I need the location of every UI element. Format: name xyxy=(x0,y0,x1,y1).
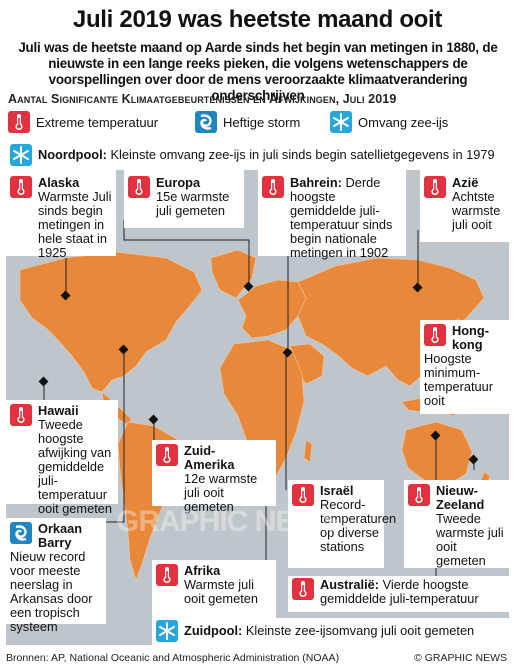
zuidamerika-annotation: Zuid-Amerika 12e warmste juli ooit gemet… xyxy=(156,444,274,514)
nieuwzeeland-marker xyxy=(468,454,479,465)
thermometer-icon xyxy=(10,176,32,198)
afrika-annotation: Afrika Warmste juli ooit gemeten xyxy=(156,564,274,606)
hawaii-marker xyxy=(38,376,49,387)
hongkong-text: Hoogste minimum-temperatuur ooit xyxy=(424,351,493,408)
israel-annotation: Israël Record-temperaturen op diverse st… xyxy=(292,483,397,554)
afrika-name: Afrika xyxy=(184,563,221,578)
zuidpool-box xyxy=(152,618,509,645)
hurricane-icon xyxy=(10,522,32,544)
orkaan-annotation: Orkaan Barry Nieuw record voor meeste ne… xyxy=(10,522,104,634)
watermark: GRAPHIC NEWS xyxy=(116,505,342,538)
hawaii-text: Tweede hoogste afwijking van gemiddelde … xyxy=(38,417,112,516)
alaska-annotation: Alaska Warmste Juli sinds begin metingen… xyxy=(10,176,114,260)
orkaan-name: Orkaan Barry xyxy=(38,521,83,550)
thermometer-icon xyxy=(292,578,314,600)
thermometer-icon xyxy=(128,176,150,198)
zuidpool-name: Zuidpool: xyxy=(184,623,243,638)
section-heading: Aantal Significante Klimaatgebeurtenisse… xyxy=(8,92,397,106)
snowflake-icon xyxy=(156,620,178,642)
thermometer-icon xyxy=(156,444,178,466)
map-panel: Noordpool: Kleinste omvang zee-ijs in ju… xyxy=(6,140,509,645)
europa-leader xyxy=(123,220,250,286)
snowflake-icon xyxy=(330,111,352,133)
nieuwzeeland-name: Nieuw-Zeeland xyxy=(436,483,485,512)
hurricane-icon xyxy=(195,111,217,133)
australie-annotation: Australië: Vierde hoogste gemiddelde jul… xyxy=(292,578,506,606)
europa-annotation: Europa 15e warmste juli gemeten xyxy=(128,176,240,218)
thermometer-icon xyxy=(156,564,178,586)
noordpool-box xyxy=(6,140,509,170)
noordpool-name: Noordpool: xyxy=(38,147,107,162)
legend-ice-label: Omvang zee-ijs xyxy=(358,114,449,130)
hongkong-annotation: Hong-kong Hoogste minimum-temperatuur oo… xyxy=(424,324,508,408)
legend-storm: Heftige storm xyxy=(195,110,300,134)
footer-copyright: © GRAPHIC NEWS xyxy=(414,652,507,664)
alaska-name: Alaska xyxy=(38,175,80,190)
noordpool-annotation: Noordpool: Kleinste omvang zee-ijs in ju… xyxy=(10,144,506,166)
europa-marker xyxy=(243,281,254,292)
israel-text: Record-temperaturen op diverse stations xyxy=(320,497,397,554)
thermometer-icon xyxy=(10,404,32,426)
zuidamerika-text: 12e warmste juli ooit gemeten xyxy=(184,471,258,514)
australie-box xyxy=(288,576,509,612)
nieuwzeeland-text: Tweede warmste juli ooit gemeten xyxy=(436,511,504,568)
australie-marker xyxy=(430,430,441,441)
zuidpool-text: Kleinste zee-ijsomvang juli ooit gemeten xyxy=(245,623,475,638)
thermometer-icon xyxy=(408,484,430,506)
bahrein-name: Bahrein: xyxy=(290,175,342,190)
thermometer-icon xyxy=(292,484,314,506)
azie-name: Azië xyxy=(452,175,479,190)
bahrein-annotation: Bahrein: Derde hoogste gemiddelde juli-t… xyxy=(262,176,404,260)
europa-name: Europa xyxy=(156,175,201,190)
footer-source: Bronnen: AP, National Oceanic and Atmosp… xyxy=(6,652,340,664)
europa-text: 15e warmste juli gemeten xyxy=(156,189,230,218)
israel-name: Israël xyxy=(320,483,354,498)
page-subtitle: Juli was de heetste maand op Aarde sinds… xyxy=(18,40,498,103)
bahrein-text: Derde hoogste gemiddelde juli-temperatuu… xyxy=(290,175,393,260)
orkaan-text: Nieuw record voor meeste neerslag in Ark… xyxy=(10,549,93,634)
zuidamerika-marker xyxy=(148,414,159,425)
hawaii-name: Hawaii xyxy=(38,403,79,418)
thermometer-icon xyxy=(424,324,446,346)
thermometer-icon xyxy=(8,111,30,133)
madagascar-land xyxy=(303,439,313,463)
nieuwzeeland-annotation: Nieuw-Zeeland Tweede warmste juli ooit g… xyxy=(408,484,508,568)
hongkong-name: Hong-kong xyxy=(452,323,489,352)
thermometer-icon xyxy=(262,176,284,198)
afrika-text: Warmste juli ooit gemeten xyxy=(184,577,258,606)
legend-extreme: Extreme temperatuur xyxy=(8,110,158,134)
europe-land xyxy=(237,279,307,339)
azie-annotation: Azië Achtste warmste juli ooit xyxy=(424,176,506,232)
page-title: Juli 2019 was heetste maand ooit xyxy=(72,6,443,33)
australie-text: Vierde hoogste gemiddelde juli-temperatu… xyxy=(320,577,479,606)
snowflake-icon xyxy=(10,144,32,166)
legend-ice: Omvang zee-ijs xyxy=(330,110,448,134)
legend-extreme-label: Extreme temperatuur xyxy=(36,114,159,130)
thermometer-icon xyxy=(424,176,446,198)
noordpool-text: Kleinste omvang zee-ijs in juli sinds be… xyxy=(110,147,495,162)
azie-text: Achtste warmste juli ooit xyxy=(452,189,501,232)
alaska-text: Warmste Juli sinds begin metingen in hel… xyxy=(38,189,112,260)
australie-name: Australië: xyxy=(320,577,380,592)
north-america-land xyxy=(19,251,203,393)
zuidpool-annotation: Zuidpool: Kleinste zee-ijsomvang juli oo… xyxy=(156,620,508,642)
australia-land xyxy=(401,421,473,487)
legend-storm-label: Heftige storm xyxy=(223,114,301,130)
orkaan-leader xyxy=(102,350,125,523)
hawaii-annotation: Hawaii Tweede hoogste afwijking van gemi… xyxy=(10,404,116,516)
zuidamerika-name: Zuid-Amerika xyxy=(184,443,235,472)
